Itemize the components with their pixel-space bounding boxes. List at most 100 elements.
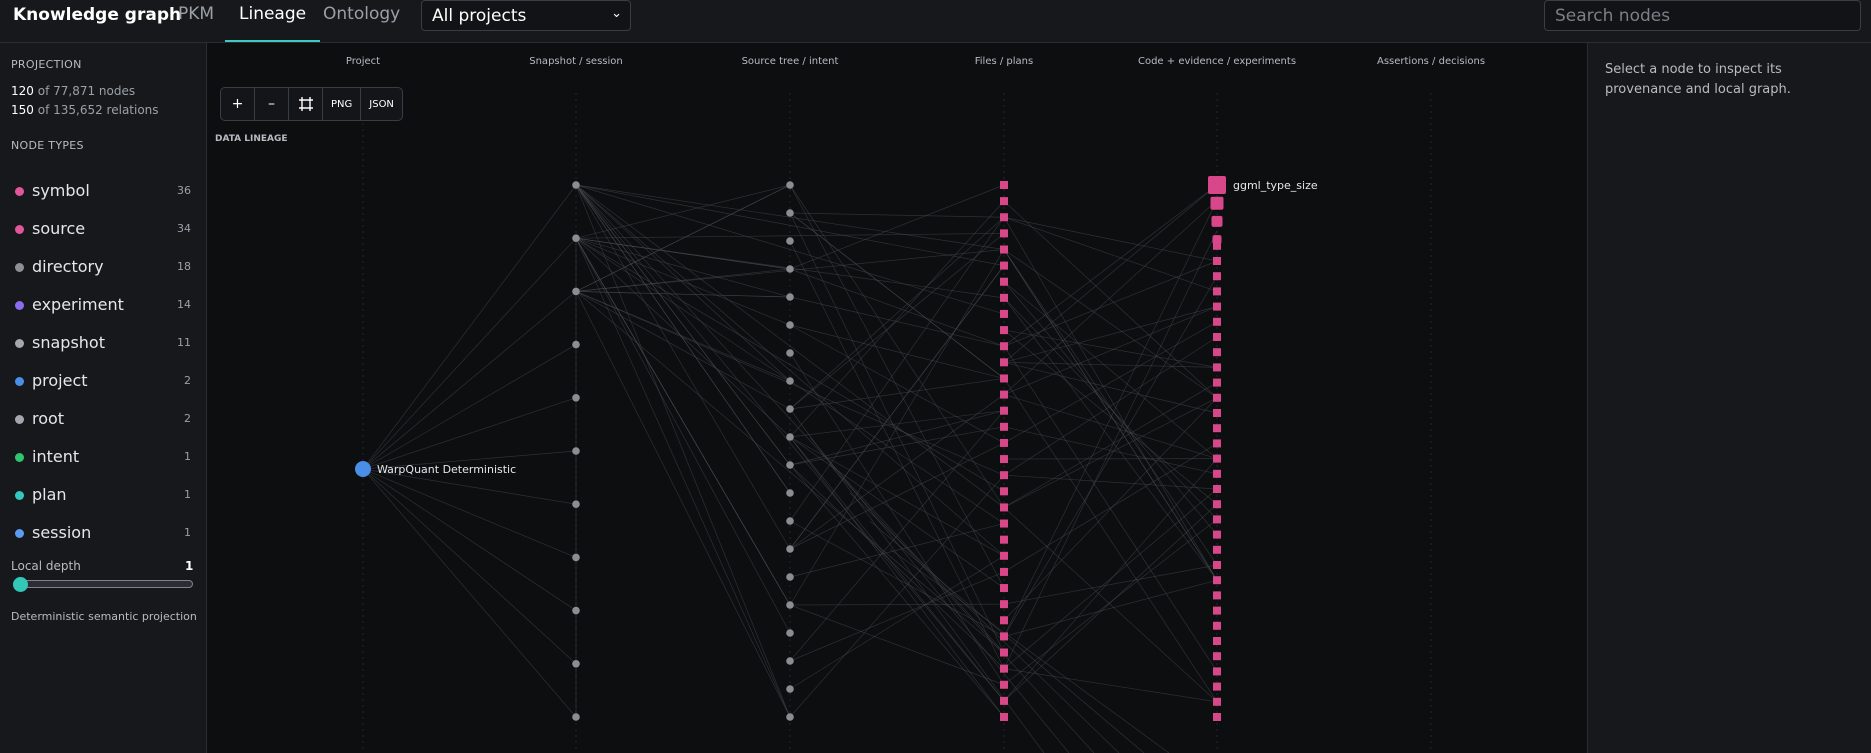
source-tree-node[interactable] [786, 461, 794, 469]
snapshot-node[interactable] [572, 394, 580, 402]
source-tree-node[interactable] [786, 517, 794, 525]
source-tree-node[interactable] [786, 321, 794, 329]
code-node[interactable] [1211, 215, 1223, 227]
source-tree-node[interactable] [786, 433, 794, 441]
file-node[interactable] [1000, 245, 1008, 254]
code-node[interactable] [1213, 302, 1221, 311]
project-node[interactable] [355, 461, 371, 477]
node-type-intent[interactable]: intent 1 [11, 446, 191, 468]
code-node[interactable] [1213, 469, 1221, 478]
snapshot-node[interactable] [572, 606, 580, 615]
node-type-experiment[interactable]: experiment 14 [11, 294, 191, 316]
source-tree-node[interactable] [786, 629, 794, 637]
file-node[interactable] [1000, 277, 1008, 286]
source-tree-node[interactable] [786, 405, 794, 413]
file-node[interactable] [1000, 342, 1008, 351]
code-node[interactable] [1213, 409, 1221, 417]
code-node[interactable] [1213, 272, 1221, 281]
code-node[interactable] [1213, 424, 1221, 433]
code-node[interactable] [1213, 393, 1221, 402]
source-tree-node[interactable] [786, 657, 794, 665]
file-node[interactable] [1000, 197, 1008, 206]
source-tree-node[interactable] [786, 573, 794, 581]
code-node[interactable] [1213, 621, 1221, 630]
code-node[interactable] [1213, 333, 1221, 341]
file-node[interactable] [1000, 309, 1008, 318]
source-tree-node[interactable] [786, 545, 794, 553]
code-node[interactable] [1213, 257, 1221, 265]
snapshot-node[interactable] [572, 713, 580, 721]
search-input[interactable] [1544, 0, 1861, 31]
snapshot-node[interactable] [572, 447, 580, 455]
source-tree-node[interactable] [786, 601, 794, 609]
source-tree-node[interactable] [786, 265, 794, 273]
node-type-session[interactable]: session 1 [11, 522, 191, 544]
file-node[interactable] [1000, 713, 1008, 721]
file-node[interactable] [1000, 358, 1008, 367]
file-node[interactable] [1000, 390, 1008, 399]
snapshot-node[interactable] [572, 234, 580, 242]
code-node[interactable] [1213, 713, 1221, 721]
export-json-button[interactable]: JSON [369, 98, 394, 110]
source-tree-node[interactable] [786, 713, 794, 721]
code-node[interactable] [1213, 378, 1221, 387]
code-node[interactable] [1213, 363, 1221, 372]
file-node[interactable] [1000, 213, 1008, 222]
code-node[interactable] [1213, 241, 1221, 250]
source-tree-node[interactable] [786, 377, 794, 385]
file-node[interactable] [1000, 487, 1008, 496]
node-type-symbol[interactable]: symbol 36 [11, 180, 191, 202]
file-node[interactable] [1000, 181, 1008, 189]
source-tree-node[interactable] [786, 209, 794, 217]
file-node[interactable] [1000, 503, 1008, 512]
code-node[interactable] [1213, 576, 1221, 585]
code-node[interactable] [1213, 591, 1221, 600]
zoom-out-button[interactable]: – [255, 88, 289, 120]
file-node[interactable] [1000, 696, 1008, 705]
code-node[interactable] [1213, 652, 1221, 661]
file-node[interactable] [1000, 229, 1008, 238]
snapshot-node[interactable] [572, 500, 580, 509]
code-node[interactable] [1210, 196, 1224, 210]
source-tree-node[interactable] [786, 685, 794, 693]
file-node[interactable] [1000, 584, 1008, 593]
node-type-source[interactable]: source 34 [11, 218, 191, 240]
code-node[interactable] [1213, 485, 1221, 493]
node-type-project[interactable]: project 2 [11, 370, 191, 392]
code-node[interactable] [1213, 606, 1221, 615]
file-node[interactable] [1000, 632, 1008, 641]
code-node[interactable] [1213, 530, 1221, 539]
source-tree-node[interactable] [786, 181, 794, 189]
file-node[interactable] [1000, 551, 1008, 560]
code-node[interactable] [1213, 561, 1221, 569]
file-node[interactable] [1000, 326, 1008, 335]
file-node[interactable] [1000, 471, 1008, 480]
lineage-graph[interactable]: WarpQuant Deterministic ggml_type_size [208, 43, 1586, 753]
project-select[interactable]: All projects ⌄ [421, 0, 631, 31]
node-type-snapshot[interactable]: snapshot 11 [11, 332, 191, 354]
file-node[interactable] [1000, 680, 1008, 689]
source-tree-node[interactable] [786, 293, 794, 301]
tab-pkm[interactable]: PKM [178, 4, 215, 24]
code-node[interactable] [1213, 682, 1221, 691]
file-node[interactable] [1000, 422, 1008, 431]
tab-lineage[interactable]: Lineage [225, 4, 321, 42]
fit-view-button[interactable] [289, 88, 323, 120]
node-type-directory[interactable]: directory 18 [11, 256, 191, 278]
code-node[interactable] [1213, 637, 1221, 645]
snapshot-node[interactable] [572, 553, 580, 562]
code-node[interactable] [1213, 515, 1221, 524]
file-node[interactable] [1000, 535, 1008, 544]
code-node[interactable] [1213, 454, 1221, 463]
code-node[interactable] [1213, 317, 1221, 326]
code-node[interactable] [1208, 176, 1226, 194]
source-tree-node[interactable] [786, 237, 794, 245]
snapshot-node[interactable] [572, 660, 580, 668]
file-node[interactable] [1000, 261, 1008, 270]
file-node[interactable] [1000, 648, 1008, 657]
source-tree-node[interactable] [786, 489, 794, 497]
file-node[interactable] [1000, 455, 1008, 464]
source-tree-node[interactable] [786, 349, 794, 357]
zoom-in-button[interactable]: + [221, 88, 255, 120]
code-node[interactable] [1213, 287, 1221, 296]
